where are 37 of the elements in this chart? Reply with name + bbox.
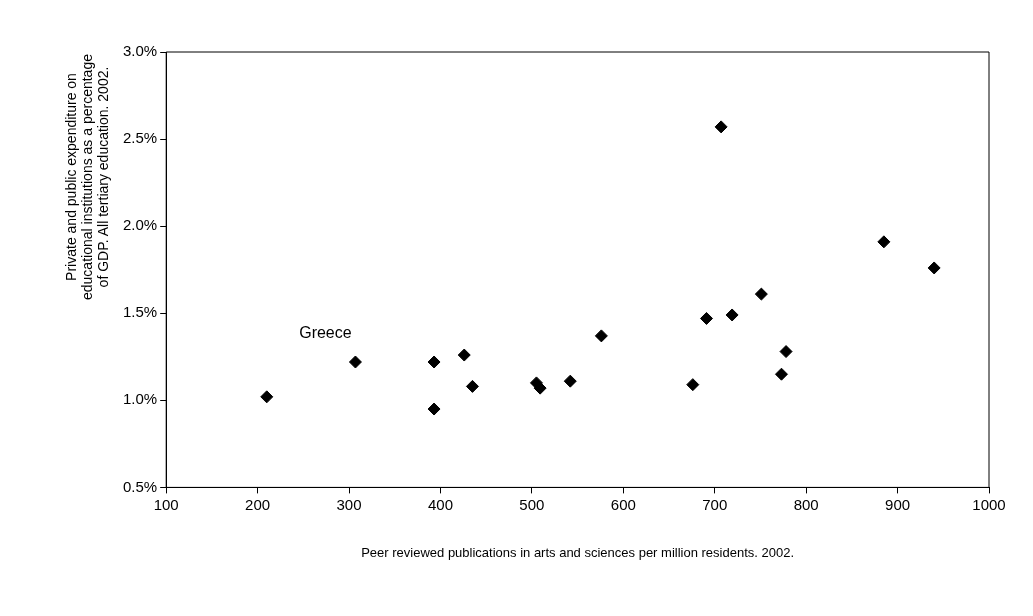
x-tick-label: 800 [793,495,819,513]
point [714,120,728,134]
y-tick-label: 3.0% [122,42,158,60]
x-tick-label: 300 [336,495,362,513]
x-tick-label: 700 [702,495,728,513]
y-tick-label: 1.5% [122,303,158,321]
point [533,381,547,395]
y-tick-label: 1.0% [122,390,158,408]
y-tick-label: 2.0% [122,216,158,234]
x-tick-label: 1000 [972,495,1006,513]
point [779,345,793,359]
x-tick-label: 100 [153,495,179,513]
point [427,355,441,369]
point [457,348,471,362]
y-tick-label: 0.5% [122,477,158,495]
point [427,402,441,416]
x-axis-title: Peer reviewed publications in arts and sciences per million residents. 2002. [361,544,795,560]
point [686,378,700,392]
annotation: Greece [299,324,352,342]
point [563,374,577,388]
x-tick-label: 500 [519,495,545,513]
point [700,311,713,325]
y-axis-title: Private and public expenditure on educational institutions as a percentage of GDP. All tertiary education. 2002. [63,53,112,302]
x-tick-label: 400 [427,495,453,513]
point [725,308,739,322]
point [877,235,891,249]
point [594,329,608,343]
point [260,390,274,404]
point [465,379,479,393]
point [754,287,768,301]
x-tick-label: 900 [885,495,911,513]
x-tick-label: 200 [245,495,271,513]
point [348,355,362,369]
point [927,261,941,275]
x-tick-label: 600 [610,495,636,513]
point [774,367,788,381]
y-tick-label: 2.5% [122,129,158,147]
